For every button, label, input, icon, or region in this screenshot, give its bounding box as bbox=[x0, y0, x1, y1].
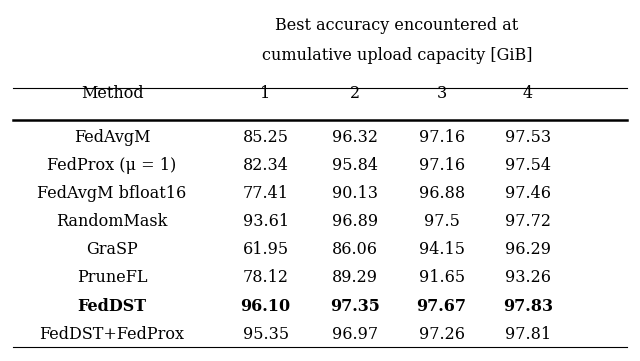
Text: 96.32: 96.32 bbox=[332, 129, 378, 146]
Text: 4: 4 bbox=[523, 85, 533, 103]
Text: 90.13: 90.13 bbox=[332, 185, 378, 202]
Text: 95.35: 95.35 bbox=[243, 326, 289, 343]
Text: 97.16: 97.16 bbox=[419, 129, 465, 146]
Text: 78.12: 78.12 bbox=[243, 269, 289, 287]
Text: 97.16: 97.16 bbox=[419, 157, 465, 174]
Text: 97.81: 97.81 bbox=[505, 326, 551, 343]
Text: 94.15: 94.15 bbox=[419, 241, 465, 258]
Text: 97.53: 97.53 bbox=[505, 129, 551, 146]
Text: 77.41: 77.41 bbox=[243, 185, 289, 202]
Text: 86.06: 86.06 bbox=[332, 241, 378, 258]
Text: 91.65: 91.65 bbox=[419, 269, 465, 287]
Text: 96.89: 96.89 bbox=[332, 213, 378, 230]
Text: 82.34: 82.34 bbox=[243, 157, 289, 174]
Text: FedAvgM bfloat16: FedAvgM bfloat16 bbox=[37, 185, 187, 202]
Text: 97.54: 97.54 bbox=[505, 157, 551, 174]
Text: 61.95: 61.95 bbox=[243, 241, 289, 258]
Text: 96.97: 96.97 bbox=[332, 326, 378, 343]
Text: 97.35: 97.35 bbox=[330, 297, 380, 315]
Text: Method: Method bbox=[81, 85, 143, 103]
Text: 89.29: 89.29 bbox=[332, 269, 378, 287]
Text: FedProx (μ = 1): FedProx (μ = 1) bbox=[47, 157, 177, 174]
Text: 95.84: 95.84 bbox=[332, 157, 378, 174]
Text: 97.46: 97.46 bbox=[505, 185, 551, 202]
Text: FedDST+FedProx: FedDST+FedProx bbox=[40, 326, 184, 343]
Text: 85.25: 85.25 bbox=[243, 129, 289, 146]
Text: 3: 3 bbox=[436, 85, 447, 103]
Text: RandomMask: RandomMask bbox=[56, 213, 168, 230]
Text: 96.10: 96.10 bbox=[241, 297, 291, 315]
Text: FedAvgM: FedAvgM bbox=[74, 129, 150, 146]
Text: 93.61: 93.61 bbox=[243, 213, 289, 230]
Text: 2: 2 bbox=[350, 85, 360, 103]
Text: 93.26: 93.26 bbox=[505, 269, 551, 287]
Text: 97.83: 97.83 bbox=[503, 297, 553, 315]
Text: cumulative upload capacity [GiB]: cumulative upload capacity [GiB] bbox=[262, 47, 532, 65]
Text: Best accuracy encountered at: Best accuracy encountered at bbox=[275, 17, 518, 34]
Text: 97.26: 97.26 bbox=[419, 326, 465, 343]
Text: 96.29: 96.29 bbox=[505, 241, 551, 258]
Text: 97.5: 97.5 bbox=[424, 213, 460, 230]
Text: FedDST: FedDST bbox=[77, 297, 147, 315]
Text: 1: 1 bbox=[260, 85, 271, 103]
Text: PruneFL: PruneFL bbox=[77, 269, 147, 287]
Text: 97.67: 97.67 bbox=[417, 297, 467, 315]
Text: GraSP: GraSP bbox=[86, 241, 138, 258]
Text: 96.88: 96.88 bbox=[419, 185, 465, 202]
Text: 97.72: 97.72 bbox=[505, 213, 551, 230]
